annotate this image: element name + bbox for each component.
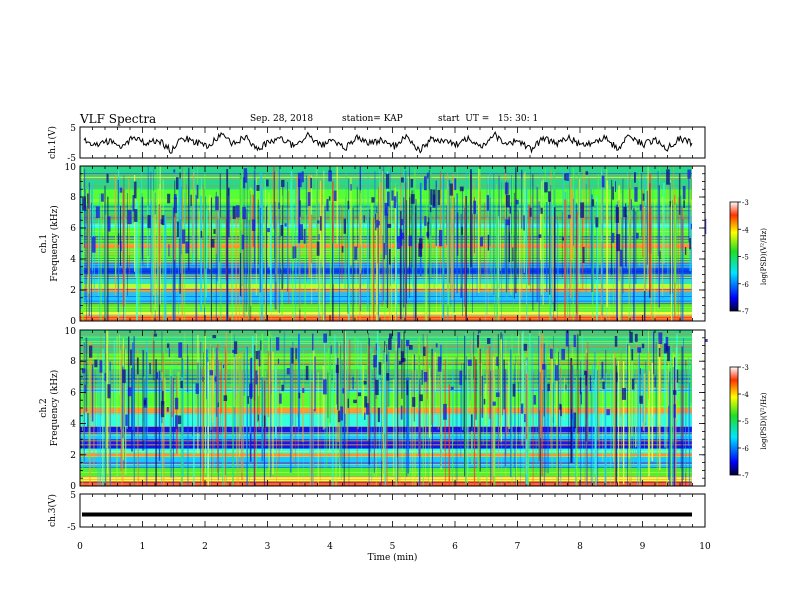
ytick-ch1-spectrogram: 4 bbox=[70, 255, 76, 265]
xtick-label: 0 bbox=[77, 542, 83, 552]
ylabel-ch2-spectrogram: Frequency (kHz) bbox=[49, 370, 60, 447]
ytick-ch2-spectrogram: 0 bbox=[70, 482, 76, 492]
ylabel-ch1-waveform: ch.1(V) bbox=[47, 126, 58, 159]
ylabel-ch1-spectrogram: ch.1 bbox=[39, 234, 49, 253]
xtick-label: 10 bbox=[699, 542, 711, 552]
ylabel-ch3-waveform: ch.3(V) bbox=[47, 494, 58, 527]
ytick-ch3-waveform: 5 bbox=[70, 491, 76, 501]
xtick-label: 3 bbox=[265, 542, 271, 552]
ytick-ch1-spectrogram: 10 bbox=[65, 163, 77, 173]
xtick-label: 8 bbox=[577, 542, 583, 552]
colorbar-tick-ch2-spectrogram: -5 bbox=[742, 418, 749, 426]
ytick-ch2-spectrogram: 6 bbox=[70, 388, 76, 398]
xtick-label: 4 bbox=[327, 542, 333, 552]
ytick-ch1-spectrogram: 2 bbox=[70, 286, 76, 296]
ytick-ch3-waveform: -5 bbox=[67, 523, 76, 533]
colorbar-label-ch1-spectrogram: log(PSD)(V²/Hz) bbox=[760, 228, 768, 285]
colorbar-tick-ch2-spectrogram: -6 bbox=[742, 445, 749, 453]
ytick-ch1-waveform: -5 bbox=[67, 154, 76, 164]
ytick-ch2-spectrogram: 4 bbox=[70, 420, 76, 430]
colorbar-tick-ch2-spectrogram: -4 bbox=[742, 391, 749, 399]
ytick-ch2-spectrogram: 2 bbox=[70, 451, 76, 461]
ytick-ch2-spectrogram: 10 bbox=[65, 327, 77, 337]
ytick-ch1-spectrogram: 8 bbox=[70, 193, 76, 203]
x-axis-label: Time (min) bbox=[368, 552, 418, 563]
date-label: Sep. 28, 2018 bbox=[250, 114, 314, 124]
colorbar-label-ch2-spectrogram: log(PSD)(V²/Hz) bbox=[760, 392, 768, 449]
ytick-ch1-waveform: 5 bbox=[70, 124, 76, 134]
colorbar-tick-ch1-spectrogram: -3 bbox=[742, 199, 749, 207]
xtick-label: 6 bbox=[452, 542, 458, 552]
xtick-label: 1 bbox=[140, 542, 146, 552]
colorbar-tick-ch1-spectrogram: -6 bbox=[742, 281, 749, 289]
start-ut-label: start UT = 15: 30: 1 bbox=[438, 114, 539, 124]
xtick-label: 2 bbox=[202, 542, 208, 552]
chart-title: VLF Spectra bbox=[80, 112, 157, 126]
colorbar-tick-ch2-spectrogram: -3 bbox=[742, 364, 749, 372]
xtick-label: 7 bbox=[515, 542, 521, 552]
station-label: station= KAP bbox=[342, 114, 403, 124]
colorbar-tick-ch1-spectrogram: -7 bbox=[742, 308, 749, 316]
xtick-label: 9 bbox=[640, 542, 646, 552]
colorbar-tick-ch1-spectrogram: -4 bbox=[742, 226, 749, 234]
xtick-label: 5 bbox=[390, 542, 396, 552]
colorbar-tick-ch2-spectrogram: -7 bbox=[742, 472, 749, 480]
ch1-waveform-line bbox=[83, 131, 693, 154]
colorbar-tick-ch1-spectrogram: -5 bbox=[742, 254, 749, 262]
colorbar-ch2-spectrogram bbox=[729, 366, 739, 476]
ytick-ch1-spectrogram: 0 bbox=[70, 317, 76, 327]
ylabel-ch2-spectrogram: ch.2 bbox=[39, 398, 49, 417]
colorbar-ch1-spectrogram bbox=[729, 201, 739, 312]
ytick-ch2-spectrogram: 8 bbox=[70, 357, 76, 367]
ytick-ch1-spectrogram: 6 bbox=[70, 224, 76, 234]
ylabel-ch1-spectrogram: Frequency (kHz) bbox=[49, 205, 60, 282]
